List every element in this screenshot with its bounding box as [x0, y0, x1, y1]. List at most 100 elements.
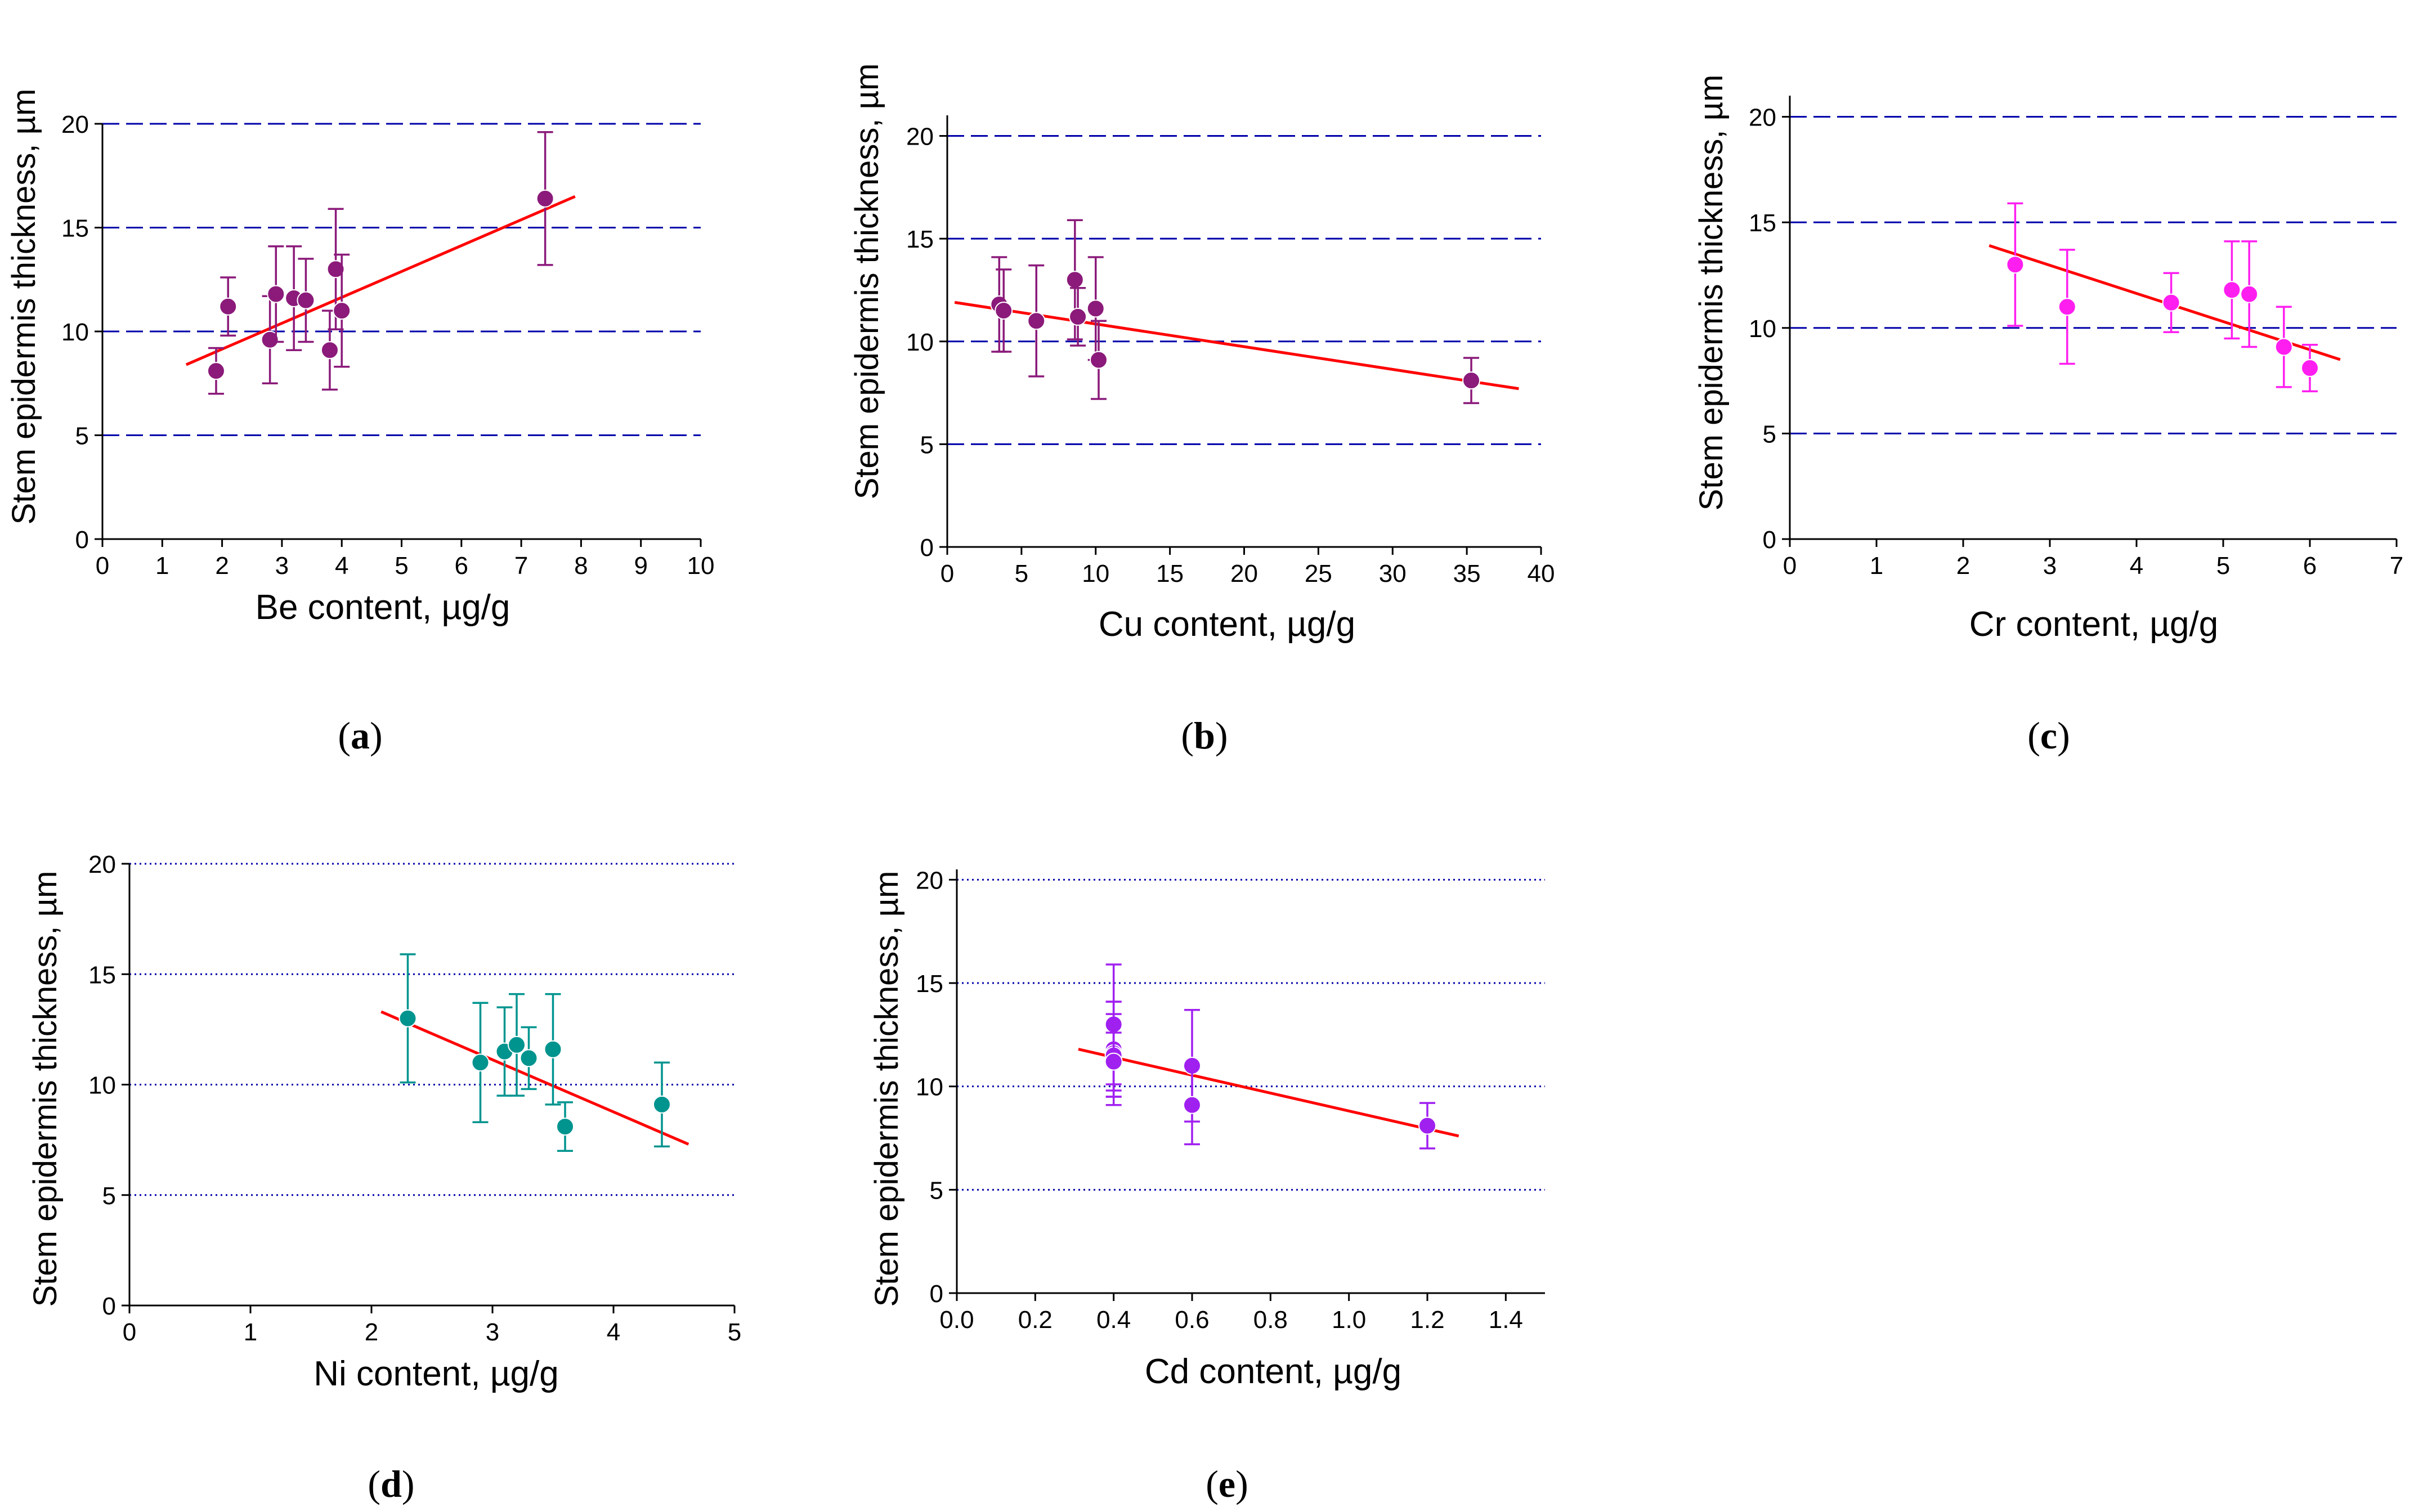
x-axis-title: Cd content, µg/g [1145, 1352, 1401, 1391]
y-tick-label: 5 [102, 1182, 116, 1210]
y-tick-label: 20 [61, 111, 89, 138]
data-point [1027, 312, 1046, 330]
x-tick-label: 35 [1453, 560, 1481, 587]
x-tick-label: 1.4 [1489, 1306, 1523, 1334]
y-tick-label: 0 [102, 1293, 116, 1320]
x-tick-label: 6 [2303, 552, 2317, 580]
plot-area: 0 5 10 15 20 0 1 2 3 4 5 [88, 851, 741, 1346]
x-tick-label: 4 [2130, 552, 2143, 580]
y-tick-label: 0 [1763, 526, 1776, 554]
y-tick-label: 15 [88, 961, 116, 989]
y-tick-label: 20 [906, 123, 934, 151]
x-tick-label: 4 [607, 1318, 620, 1346]
y-tick-label: 0 [920, 534, 934, 562]
panel-label-letter: b [1194, 714, 1215, 757]
data-point [1183, 1096, 1201, 1114]
x-tick-label: 1 [155, 552, 169, 580]
plot-area: 0 5 10 15 20 0 1 2 3 4 5 6 7 8 9 10 [61, 111, 714, 580]
svg-text:(b): (b) [1181, 714, 1228, 757]
y-axis-title: Stem epidermis thickness, µm [6, 89, 42, 525]
x-tick-label: 0.6 [1175, 1306, 1209, 1334]
plot-area: 0 5 10 15 20 0 5 10 15 20 25 30 35 40 [906, 115, 1555, 587]
x-tick-label: 0 [1783, 552, 1797, 580]
plot-area: 0 5 10 15 20 0 1 2 3 4 5 6 7 [1749, 96, 2403, 580]
y-tick-label: 10 [61, 318, 89, 346]
x-tick-label: 2 [215, 552, 229, 580]
y-tick-label: 5 [75, 423, 89, 450]
x-tick-label: 0 [123, 1318, 136, 1346]
data-point [297, 291, 315, 309]
y-tick-label: 5 [930, 1177, 943, 1204]
panel-label-letter: a [351, 714, 370, 757]
data-point [2162, 293, 2180, 312]
data-point [1462, 371, 1481, 390]
x-tick-label: 0.2 [1018, 1306, 1053, 1334]
x-tick-label: 1 [244, 1318, 257, 1346]
x-tick-label: 7 [514, 552, 528, 580]
x-tick-label: 30 [1379, 560, 1407, 587]
x-tick-label: 15 [1156, 560, 1184, 587]
x-tick-label: 0.4 [1096, 1306, 1131, 1334]
data-point [326, 260, 345, 279]
x-tick-label: 5 [395, 552, 408, 580]
x-axis-title: Cu content, µg/g [1099, 605, 1355, 644]
svg-text:(a): (a) [338, 714, 382, 757]
x-axis-title: Ni content, µg/g [313, 1354, 559, 1393]
data-point [398, 1009, 417, 1028]
x-tick-label: 9 [634, 552, 647, 580]
data-point [995, 301, 1013, 320]
plot-area: 0 5 10 15 20 0.0 0.2 0.4 0.6 0.8 1.0 1.2 1.4 [916, 867, 1545, 1334]
chart-panel-a: 0 5 10 15 20 0 1 2 3 4 5 6 7 8 9 10 Stem epidermis thic… [6, 89, 714, 757]
data-point [2223, 281, 2241, 299]
y-axis-title: Stem epidermis thickness, µm [1693, 75, 1730, 511]
x-tick-label: 5 [2216, 552, 2230, 580]
panel-label-letter: e [1219, 1462, 1235, 1505]
y-tick-label: 0 [75, 526, 89, 554]
data-point [261, 330, 279, 349]
data-point [1090, 351, 1108, 369]
chart-panel-e: 0 5 10 15 20 0.0 0.2 0.4 0.6 0.8 1.0 1.2 1.4 Stem ep… [868, 867, 1545, 1505]
y-axis-title: Stem epidermis thickness, µm [868, 871, 905, 1307]
x-tick-label: 0 [96, 552, 109, 580]
x-tick-label: 1 [1870, 552, 1883, 580]
x-tick-label: 3 [2043, 552, 2057, 580]
data-point [536, 189, 554, 208]
data-point [471, 1053, 490, 1072]
y-tick-label: 20 [1749, 104, 1776, 132]
x-tick-label: 20 [1230, 560, 1258, 587]
svg-text:(c): (c) [2027, 714, 2070, 757]
data-point [1069, 307, 1087, 326]
y-tick-label: 10 [906, 329, 934, 356]
data-point [219, 297, 238, 316]
y-tick-label: 10 [88, 1072, 116, 1100]
x-tick-label: 5 [728, 1318, 741, 1346]
data-point [267, 285, 285, 303]
x-tick-label: 0 [940, 560, 954, 587]
panel-label: (c) [2027, 714, 2070, 757]
panel-label: (a) [338, 714, 382, 757]
x-tick-label: 10 [1082, 560, 1109, 587]
y-tick-label: 5 [1763, 420, 1776, 448]
data-point [2301, 359, 2319, 378]
y-tick-label: 15 [916, 970, 943, 998]
y-tick-label: 15 [906, 226, 934, 253]
data-point [653, 1095, 671, 1114]
x-tick-label: 1.2 [1410, 1306, 1444, 1334]
y-tick-label: 20 [88, 851, 116, 878]
panel-label: (b) [1181, 714, 1228, 757]
x-tick-label: 1.0 [1332, 1306, 1366, 1334]
regression-line [954, 300, 1519, 391]
data-point [1104, 1052, 1123, 1071]
x-tick-label: 40 [1528, 560, 1555, 587]
x-tick-label: 6 [455, 552, 468, 580]
data-point [1418, 1116, 1436, 1135]
x-tick-label: 25 [1305, 560, 1332, 587]
x-tick-label: 3 [275, 552, 289, 580]
svg-text:(d): (d) [368, 1462, 414, 1505]
data-point [2058, 298, 2076, 316]
x-tick-label: 0.0 [939, 1306, 974, 1334]
data-point [508, 1035, 526, 1054]
chart-panel-c: 0 5 10 15 20 0 1 2 3 4 5 6 7 Stem epidermis thicknes… [1693, 75, 2403, 757]
y-axis-title: Stem epidermis thickness, µm [27, 871, 64, 1307]
x-tick-label: 0.8 [1253, 1306, 1288, 1334]
